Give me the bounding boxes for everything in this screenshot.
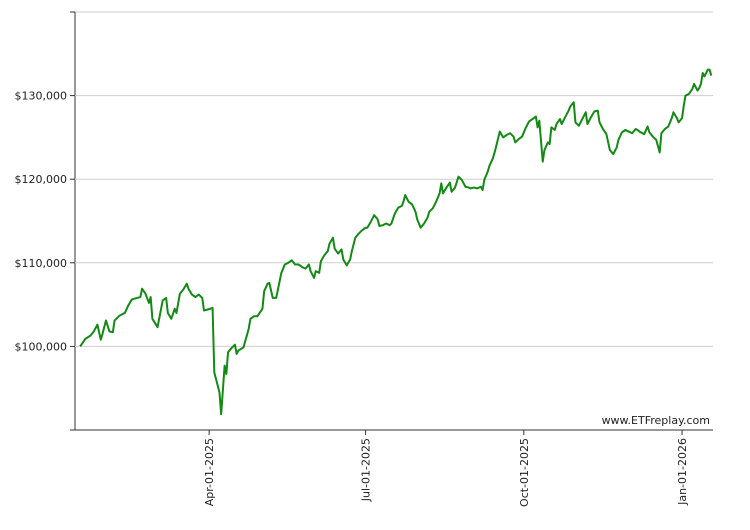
x-tick-label: Oct-01-2025 [518,438,531,507]
y-tick-label: $100,000 [15,340,68,353]
x-tick-label: Apr-01-2025 [203,438,216,506]
watermark: www.ETFreplay.com [602,414,710,427]
x-tick-label: Jul-01-2025 [360,438,373,502]
y-tick-label: $110,000 [15,257,68,270]
y-tick-label: $130,000 [15,90,68,103]
y-tick-label: $120,000 [15,173,68,186]
x-tick-label: Jan-01-2026 [676,438,689,506]
line [79,68,713,416]
